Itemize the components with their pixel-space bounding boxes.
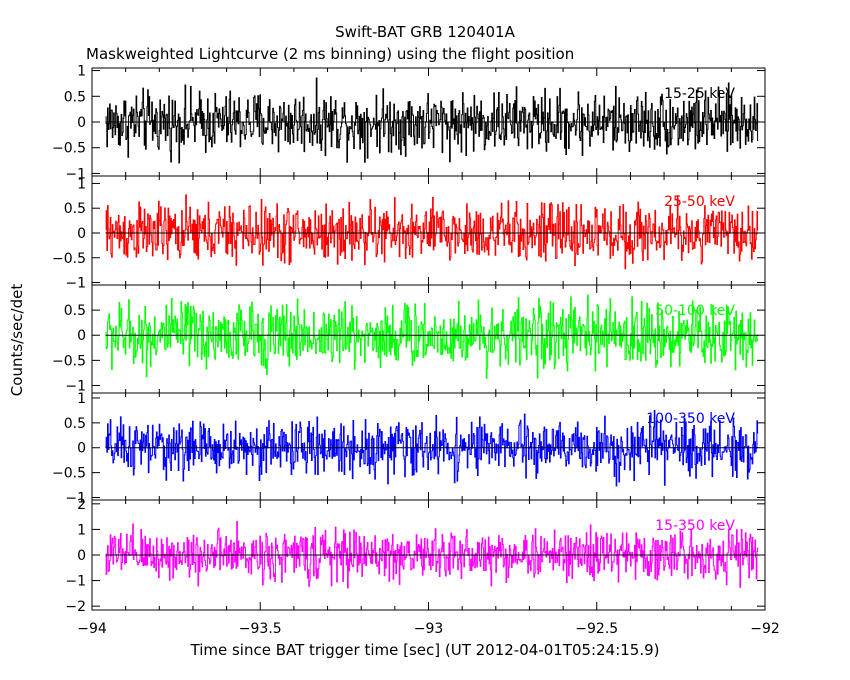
band-label: 50-100 keV [655, 303, 735, 319]
band-label: 25-50 keV [664, 194, 735, 210]
y-tick-label: −1 [65, 276, 86, 292]
series-trace [105, 294, 759, 379]
y-tick-label: 0 [77, 441, 86, 457]
y-tick-label: −1 [65, 378, 86, 394]
x-tick-label: −94 [77, 621, 107, 637]
y-tick-label: −0.5 [52, 251, 86, 267]
band-label: 15-350 keV [655, 518, 735, 534]
y-tick-label: −0.5 [52, 141, 86, 157]
y-tick-label: 0 [77, 115, 86, 131]
y-tick-label: −1 [65, 574, 86, 590]
x-tick-label: −93 [414, 621, 444, 637]
y-tick-label: 2 [77, 497, 86, 513]
band-label: 15-25 keV [664, 86, 735, 102]
y-tick-label: −0.5 [52, 466, 86, 482]
x-tick-label: −92.5 [575, 621, 618, 637]
panel-1: 1 0.5 0 −0.5 −1 15-25 keV [52, 64, 766, 182]
y-tick-label: 0 [77, 548, 86, 564]
y-tick-label: 0.5 [64, 416, 86, 432]
panel-3: 0.5 0 −0.5 −1 50-100 keV [52, 284, 766, 394]
x-axis: −94 −93.5 −93 −92.5 −92 [77, 621, 780, 637]
y-tick-label: 1 [77, 522, 86, 538]
y-tick-label: −0.5 [52, 353, 86, 369]
panel-4: 1 0.5 0 −0.5 −1 100-350 keV [52, 391, 766, 507]
chart-subtitle: Maskweighted Lightcurve (2 ms binning) u… [86, 45, 574, 63]
y-tick-label: 0.5 [64, 303, 86, 319]
y-tick-label: −1 [65, 491, 86, 507]
series-trace [105, 410, 759, 487]
y-tick-label: 1 [77, 176, 86, 192]
x-tick-label: −93.5 [239, 621, 282, 637]
panels: 1 0.5 0 −0.5 −1 15-25 keV 1 0.5 0 −0.5 −1 25-50 keV… [52, 64, 766, 615]
y-tick-label: −1 [65, 166, 86, 182]
y-tick-label: 0.5 [64, 89, 86, 105]
y-tick-label: −2 [65, 599, 86, 615]
band-label: 100-350 keV [646, 411, 735, 427]
chart-title: Swift-BAT GRB 120401A [335, 23, 515, 41]
series-trace [105, 77, 759, 164]
y-axis-label: Counts/sec/det [8, 284, 26, 397]
series-trace [105, 520, 759, 589]
x-axis-label: Time since BAT trigger time [sec] (UT 20… [190, 641, 660, 659]
y-tick-label: 1 [77, 391, 86, 407]
y-tick-label: 0 [77, 328, 86, 344]
x-tick-label: −92 [750, 621, 780, 637]
y-tick-label: 0.5 [64, 201, 86, 217]
y-tick-label: 1 [77, 64, 86, 80]
series-trace [105, 194, 759, 270]
y-tick-label: 0 [77, 226, 86, 242]
panel-5: 2 1 0 −1 −2 15-350 keV [65, 497, 766, 615]
panel-2: 1 0.5 0 −0.5 −1 25-50 keV [52, 175, 766, 292]
